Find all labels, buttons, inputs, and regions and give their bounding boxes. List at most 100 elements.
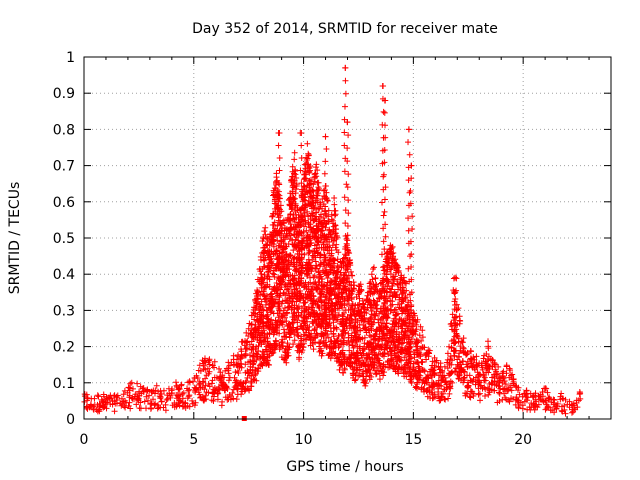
data-point [274,210,281,217]
data-point [217,369,224,376]
data-point [186,403,193,410]
data-point [291,219,298,226]
data-point [318,316,325,323]
data-point [284,263,291,270]
data-point [344,275,351,282]
data-point [382,184,389,191]
data-point [262,241,269,248]
data-point [403,322,410,329]
data-point [313,284,320,291]
data-point [328,352,335,359]
data-point [303,227,310,234]
data-point [417,351,424,358]
data-point [310,217,317,224]
data-point [380,372,387,379]
data-point [443,381,450,388]
data-point [160,387,167,394]
data-point [286,216,293,223]
data-point [295,312,302,319]
data-point [485,338,492,345]
data-point [301,283,308,290]
data-point [351,282,358,289]
data-point [310,346,317,353]
data-point [279,313,286,320]
data-point [332,226,339,233]
data-point [401,279,408,286]
data-point [354,331,361,338]
data-point [314,250,321,257]
data-point [333,241,340,248]
y-tick-label: 0.5 [53,231,75,247]
data-point [510,376,517,383]
data-point [248,321,255,328]
data-point [225,365,232,372]
data-point [341,103,348,110]
data-point [461,369,468,376]
data-point [332,221,339,228]
data-point [362,363,369,370]
data-point [449,357,456,364]
data-point [276,242,283,249]
data-point [528,404,535,411]
data-point [342,64,349,71]
data-point [380,171,387,178]
data-point [341,142,348,149]
data-point [448,323,455,330]
data-point [137,399,144,406]
data-point [478,382,485,389]
data-point [229,390,236,397]
data-point [117,399,124,406]
data-point [388,339,395,346]
data-point [259,288,266,295]
data-point [371,345,378,352]
data-point [419,359,426,366]
data-point [199,384,206,391]
data-point [310,298,317,305]
data-point [371,352,378,359]
data-point [496,389,503,396]
data-point [393,266,400,273]
data-point [355,307,362,314]
data-point [340,275,347,282]
y-tick-label: 0.6 [53,195,75,211]
data-point [344,237,351,244]
data-point [538,397,545,404]
data-point [230,395,237,402]
data-point [381,308,388,315]
data-point [448,344,455,351]
data-point [495,382,502,389]
data-point [349,318,356,325]
data-point [506,365,513,372]
data-point [343,287,350,294]
data-point [394,301,401,308]
data-point [294,329,301,336]
data-point [381,246,388,253]
data-point [140,387,147,394]
data-point [270,324,277,331]
data-point [379,82,386,89]
data-point [283,352,290,359]
data-point [252,298,259,305]
data-point [316,340,323,347]
data-point [290,324,297,331]
data-point [253,377,260,384]
data-point [452,339,459,346]
data-point [327,256,334,263]
data-point [473,361,480,368]
data-point [105,394,112,401]
data-point [381,146,388,153]
data-point [401,362,408,369]
data-point [298,205,305,212]
data-point [341,358,348,365]
data-point [186,379,193,386]
data-point [301,300,308,307]
data-point [345,293,352,300]
data-point [324,274,331,281]
data-point [332,313,339,320]
data-point [345,171,352,178]
data-point [306,331,313,338]
data-point [298,230,305,237]
data-point [367,279,374,286]
data-point [289,163,296,170]
data-point [271,341,278,348]
